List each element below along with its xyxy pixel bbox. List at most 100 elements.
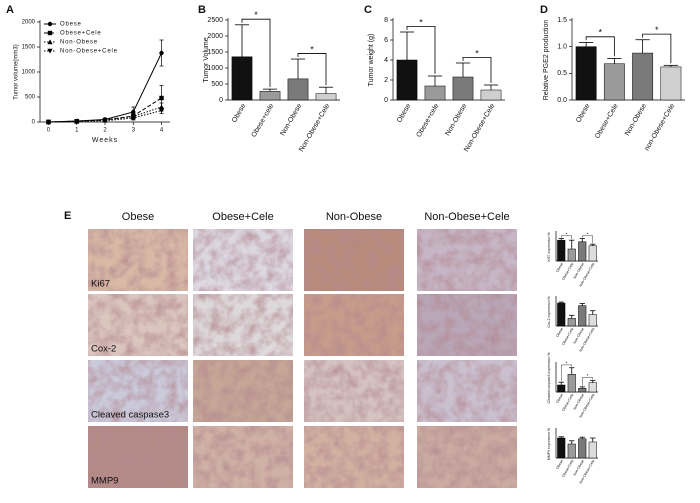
micrograph-texture — [88, 360, 188, 422]
y-axis-label: Tumor weight (g) — [368, 34, 375, 87]
bar — [557, 239, 566, 262]
bar — [575, 46, 597, 101]
y-tick-label: 2000 — [22, 20, 36, 26]
x-tick-label: Obese — [231, 103, 247, 124]
panel-label: A — [6, 4, 14, 16]
bar — [660, 66, 682, 101]
x-tick-label: 3 — [132, 128, 136, 134]
marker — [158, 108, 165, 114]
significance-bracket — [406, 25, 436, 74]
panel-label: C — [364, 4, 372, 16]
bar — [259, 91, 281, 101]
micrograph-texture — [304, 426, 404, 488]
marker — [47, 30, 53, 36]
x-tick-label: Obese — [555, 262, 564, 273]
significance-label: * — [475, 48, 479, 58]
x-tick-label: Obese — [555, 393, 564, 404]
y-tick-label: 8 — [384, 17, 388, 24]
bar — [557, 302, 566, 327]
x-tick-label: Obese — [555, 459, 564, 470]
micrograph-texture — [417, 426, 517, 488]
bar — [396, 59, 418, 101]
y-axis-label: Tumor Volume — [203, 37, 210, 82]
significance-label: * — [655, 25, 659, 35]
row-label: Ki67 — [91, 279, 110, 290]
significance-bracket — [585, 36, 615, 57]
marker — [158, 104, 165, 110]
bar — [452, 76, 474, 101]
column-header: Non-Obese+Cele — [424, 211, 509, 223]
marker — [47, 48, 53, 54]
x-tick-label: Obese — [396, 103, 412, 124]
y-axis-label: Tumor volume(mm3) — [14, 44, 20, 99]
x-tick-label: Non-Obese+Cele — [463, 103, 496, 154]
legend-label: Non-Obese+Cele — [60, 49, 118, 55]
bar — [567, 248, 576, 262]
marker — [45, 119, 52, 125]
bar — [603, 63, 625, 101]
micrograph-texture — [193, 229, 293, 291]
x-tick-label: Non-Obese+Cele — [298, 103, 331, 154]
y-tick-label: 1500 — [22, 45, 36, 51]
y-tick-label: 0 — [219, 97, 223, 104]
x-tick-label: Obese+cele — [251, 103, 276, 139]
panel-label: D — [540, 4, 548, 16]
micrograph-texture — [193, 294, 293, 356]
significance-bracket — [297, 53, 327, 86]
row-label: MMP9 — [91, 476, 118, 487]
series-line — [48, 110, 162, 123]
bar — [578, 438, 587, 459]
micrograph-texture — [304, 360, 404, 422]
micrograph-texture — [88, 229, 188, 291]
y-axis-label: Cox-2 expression % — [547, 296, 551, 327]
bar — [557, 437, 566, 459]
bar — [424, 85, 446, 101]
bar — [588, 382, 597, 393]
y-tick-label: 500 — [25, 95, 36, 101]
significance-bracket — [561, 235, 572, 240]
significance-label: * — [566, 360, 568, 365]
column-header: Non-Obese — [326, 211, 382, 223]
y-tick-label: 2500 — [207, 17, 223, 24]
x-tick-label: Obese+Cele — [594, 103, 620, 140]
x-tick-label: Non-Obese — [279, 103, 303, 138]
column-header: Obese — [122, 211, 154, 223]
bar — [578, 241, 587, 262]
significance-label: * — [598, 28, 602, 38]
y-tick-label: 0 — [384, 97, 388, 104]
column-header: Obese+Cele — [212, 211, 273, 223]
x-tick-label: 1 — [75, 128, 79, 134]
row-label: Cox-2 — [91, 344, 116, 355]
y-tick-label: 1500 — [207, 49, 223, 56]
panel-label: B — [198, 4, 206, 16]
bar — [557, 384, 566, 393]
y-tick-label: 1.5 — [557, 17, 567, 24]
x-tick-label: 4 — [160, 128, 164, 134]
y-axis-label: Relative PGE2 production — [543, 20, 550, 101]
significance-label: * — [566, 231, 568, 236]
y-tick-label: 500 — [211, 81, 223, 88]
significance-label: * — [419, 17, 423, 27]
panel-label: E — [64, 210, 71, 222]
x-tick-label: 2 — [103, 128, 107, 134]
legend-label: Obese — [60, 22, 82, 28]
significance-bracket — [462, 57, 492, 83]
x-tick-label: non-Obese+Cele — [644, 103, 677, 153]
marker — [159, 95, 164, 101]
micrograph-texture — [193, 426, 293, 488]
micrograph-texture — [304, 229, 404, 291]
marker — [130, 115, 136, 121]
y-tick-label: 2 — [384, 77, 388, 84]
bar — [567, 374, 576, 393]
x-tick-label: Non-Obese — [444, 103, 468, 138]
y-tick-label: 0 — [32, 120, 36, 126]
series-line — [48, 52, 162, 123]
row-label: Cleaved caspase3 — [91, 410, 169, 421]
bar — [231, 56, 253, 101]
marker — [159, 50, 164, 56]
bar — [578, 305, 587, 327]
marker — [47, 39, 53, 45]
bar — [287, 78, 309, 101]
micrograph-texture — [417, 229, 517, 291]
